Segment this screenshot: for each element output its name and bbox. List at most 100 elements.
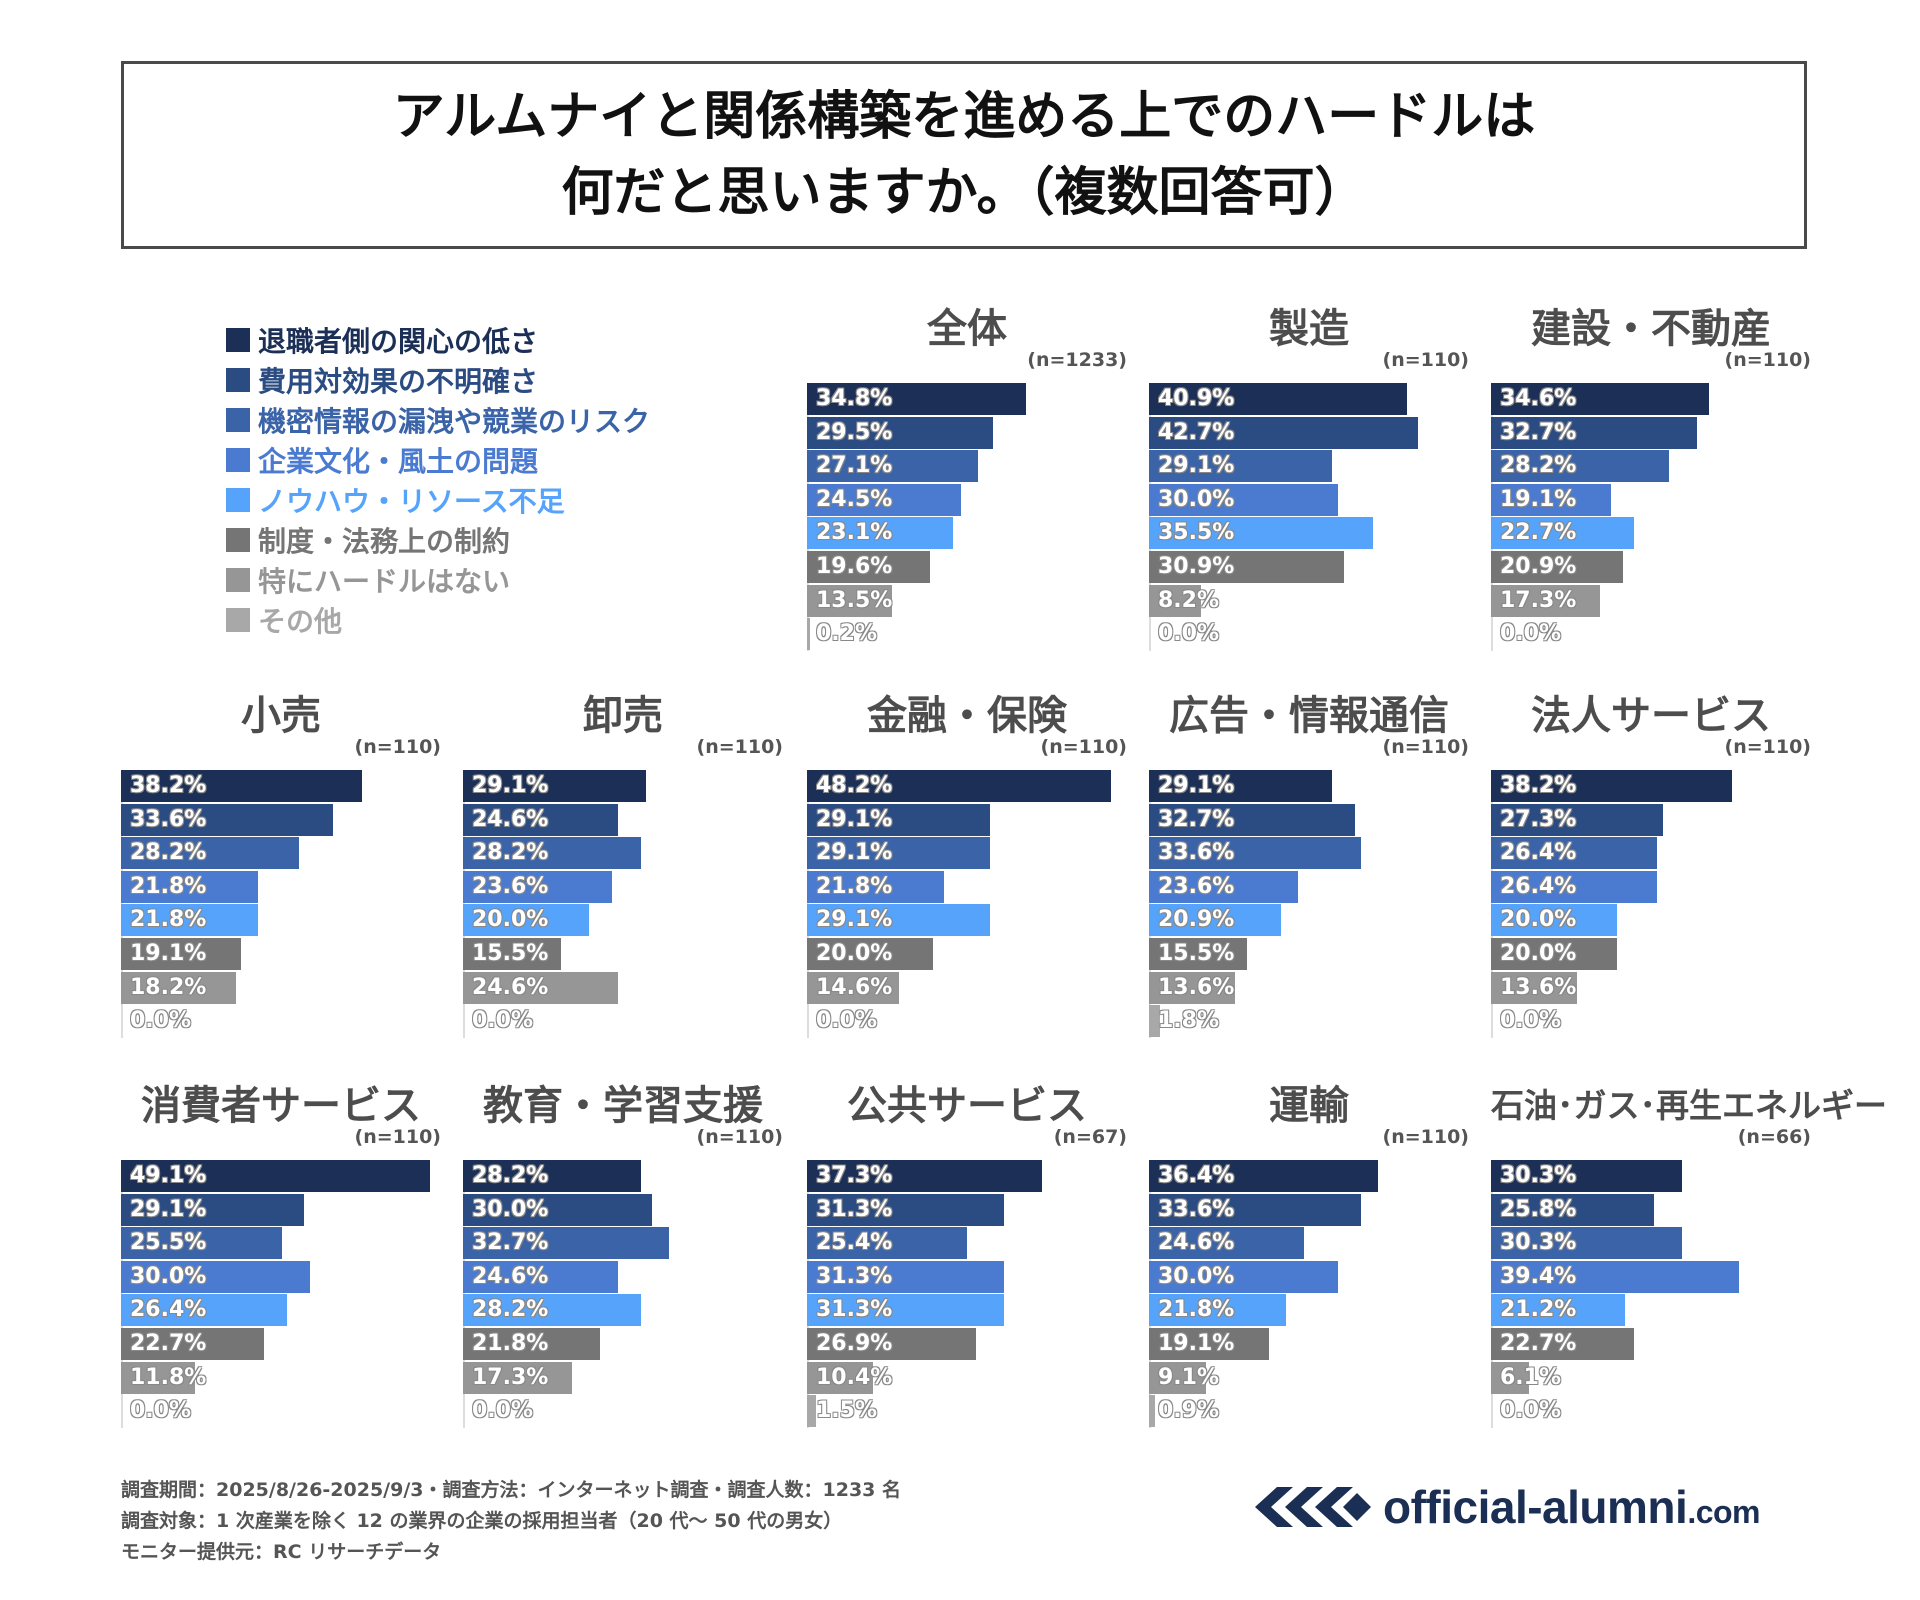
chart-bar (807, 517, 953, 550)
bar-data-label: 23.1% (816, 520, 893, 546)
brand-tld: .com (1687, 1494, 1760, 1530)
bar-data-label: 31.3% (816, 1263, 893, 1289)
bar-data-label: 19.1% (1158, 1331, 1235, 1356)
legend-item: 機密情報の漏洩や競業のリスク (226, 400, 650, 440)
bar-data-label: 20.0% (1500, 907, 1577, 933)
chart-panel: 教育・学習支援 (n=110) 28.2% 30.0% 32.7% 24.6% 28.2% 2… (463, 1080, 783, 1460)
legend-item: その他 (226, 600, 650, 640)
legend-swatch (226, 328, 250, 352)
chart-bar (1149, 904, 1281, 937)
legend-swatch (226, 488, 250, 512)
chart-bar (463, 1260, 618, 1293)
legend-swatch (226, 608, 250, 632)
bar-data-label: 17.3% (1500, 587, 1577, 613)
bar-data-label: 29.1% (816, 840, 893, 866)
chart-bar (807, 450, 978, 483)
bar-data-label: 34.6% (1500, 386, 1577, 411)
chart-bar (121, 1361, 196, 1394)
chart-axis (1149, 770, 1151, 1038)
bar-data-label: 22.7% (1500, 520, 1577, 546)
bar-data-label: 19.1% (1500, 486, 1577, 512)
chart-bar (807, 938, 933, 970)
legend-label: 退職者側の関心の低さ (258, 325, 539, 358)
bar-data-label: 30.3% (1500, 1230, 1577, 1256)
bar-data-label: 17.3% (472, 1364, 549, 1390)
bar-data-label: 21.2% (1500, 1297, 1577, 1323)
bar-data-label: 30.0% (130, 1263, 207, 1289)
chart-bar (807, 904, 991, 937)
bar-data-label: 36.4% (1158, 1163, 1235, 1188)
chart-bar (1149, 1193, 1361, 1226)
bar-data-label: 27.1% (816, 453, 893, 479)
legend-label: 機密情報の漏洩や競業のリスク (258, 405, 651, 438)
bar-data-label: 30.9% (1158, 554, 1235, 579)
chart-bar (807, 584, 893, 617)
chart-axis (807, 383, 809, 651)
brand-logo: official-alumni.com (1255, 1480, 1760, 1534)
legend-swatch (226, 568, 250, 592)
chart-bar (1491, 551, 1623, 583)
bar-data-label: 13.6% (1500, 974, 1577, 1000)
legend-item: 制度・法務上の制約 (226, 520, 650, 560)
chart-title: 運輸 (1269, 1083, 1349, 1129)
chart-bar (1491, 1160, 1682, 1192)
bar-data-label: 28.2% (1500, 453, 1577, 479)
chart-axis (1491, 770, 1493, 1038)
chart-bar (463, 1328, 601, 1360)
chart-bar (807, 1361, 873, 1394)
chart-bar (1149, 1260, 1338, 1293)
chart-title: 建設・不動産 (1531, 306, 1771, 352)
chart-axis (807, 1160, 809, 1428)
chart-bar (463, 870, 612, 903)
chart-bar (807, 1294, 1005, 1327)
legend-swatch (226, 448, 250, 472)
chart-bar (807, 618, 810, 651)
footnote-line-3: モニター提供元：RC リサーチデータ (121, 1541, 442, 1563)
bar-data-label: 30.0% (1158, 486, 1235, 512)
chart-bar (1491, 1227, 1682, 1260)
bar-data-label: 48.2% (816, 773, 893, 798)
bar-data-label: 24.6% (1158, 1230, 1235, 1256)
chart-title: 卸売 (583, 693, 663, 739)
chart-title: 小売 (241, 693, 321, 739)
bar-data-label: 0.0% (1158, 621, 1220, 647)
bar-data-label: 29.1% (472, 773, 549, 798)
bar-data-label: 26.4% (130, 1297, 207, 1323)
bar-data-label: 29.1% (816, 907, 893, 933)
chart-bar (463, 1160, 641, 1192)
bar-data-label: 42.7% (1158, 419, 1235, 445)
bar-data-label: 25.5% (130, 1230, 207, 1256)
chart-bar (121, 770, 362, 802)
bar-data-label: 32.7% (1158, 806, 1235, 832)
chart-bar (121, 870, 259, 903)
chart-bar (121, 1227, 282, 1260)
chart-bar (1149, 416, 1418, 449)
bar-data-label: 14.6% (816, 974, 893, 1000)
sample-size-label: (n=66) (1737, 1126, 1811, 1148)
chart-bar (807, 383, 1027, 415)
bar-data-label: 23.6% (1158, 873, 1235, 899)
chart-panel: 公共サービス (n=67) 37.3% 31.3% 25.4% 31.3% 31.3% 26.… (807, 1080, 1127, 1460)
bar-data-label: 25.8% (1500, 1196, 1577, 1222)
brand-name: official-alumni.com (1383, 1481, 1760, 1533)
chart-bar (121, 837, 299, 870)
chart-axis (807, 770, 809, 1038)
legend-swatch (226, 528, 250, 552)
sample-size-label: (n=110) (354, 736, 441, 758)
bar-data-label: 9.1% (1158, 1364, 1220, 1390)
chart-panel: 全体 (n=1233) 34.8% 29.5% 27.1% 24.5% 23.1% 19.6%… (807, 303, 1127, 683)
bar-data-label: 20.0% (1500, 941, 1577, 966)
chart-panel: 石油･ガス･再生エネルギー (n=66) 30.3% 25.8% 30.3% 39.4% 2… (1491, 1080, 1887, 1460)
chart-axis (1149, 383, 1151, 651)
page-title-line-2: 何だと思いますか。（複数回答可） (561, 163, 1367, 223)
bar-data-label: 21.8% (816, 873, 893, 899)
legend-item: 特にハードルはない (226, 560, 650, 600)
bar-data-label: 31.3% (816, 1297, 893, 1323)
chart-bar (463, 837, 641, 870)
bar-data-label: 33.6% (130, 806, 207, 832)
bar-data-label: 29.1% (816, 806, 893, 832)
chart-bar (463, 1227, 669, 1260)
bar-data-label: 19.1% (130, 941, 207, 966)
bar-data-label: 25.4% (816, 1230, 893, 1256)
bar-data-label: 34.8% (816, 386, 893, 411)
